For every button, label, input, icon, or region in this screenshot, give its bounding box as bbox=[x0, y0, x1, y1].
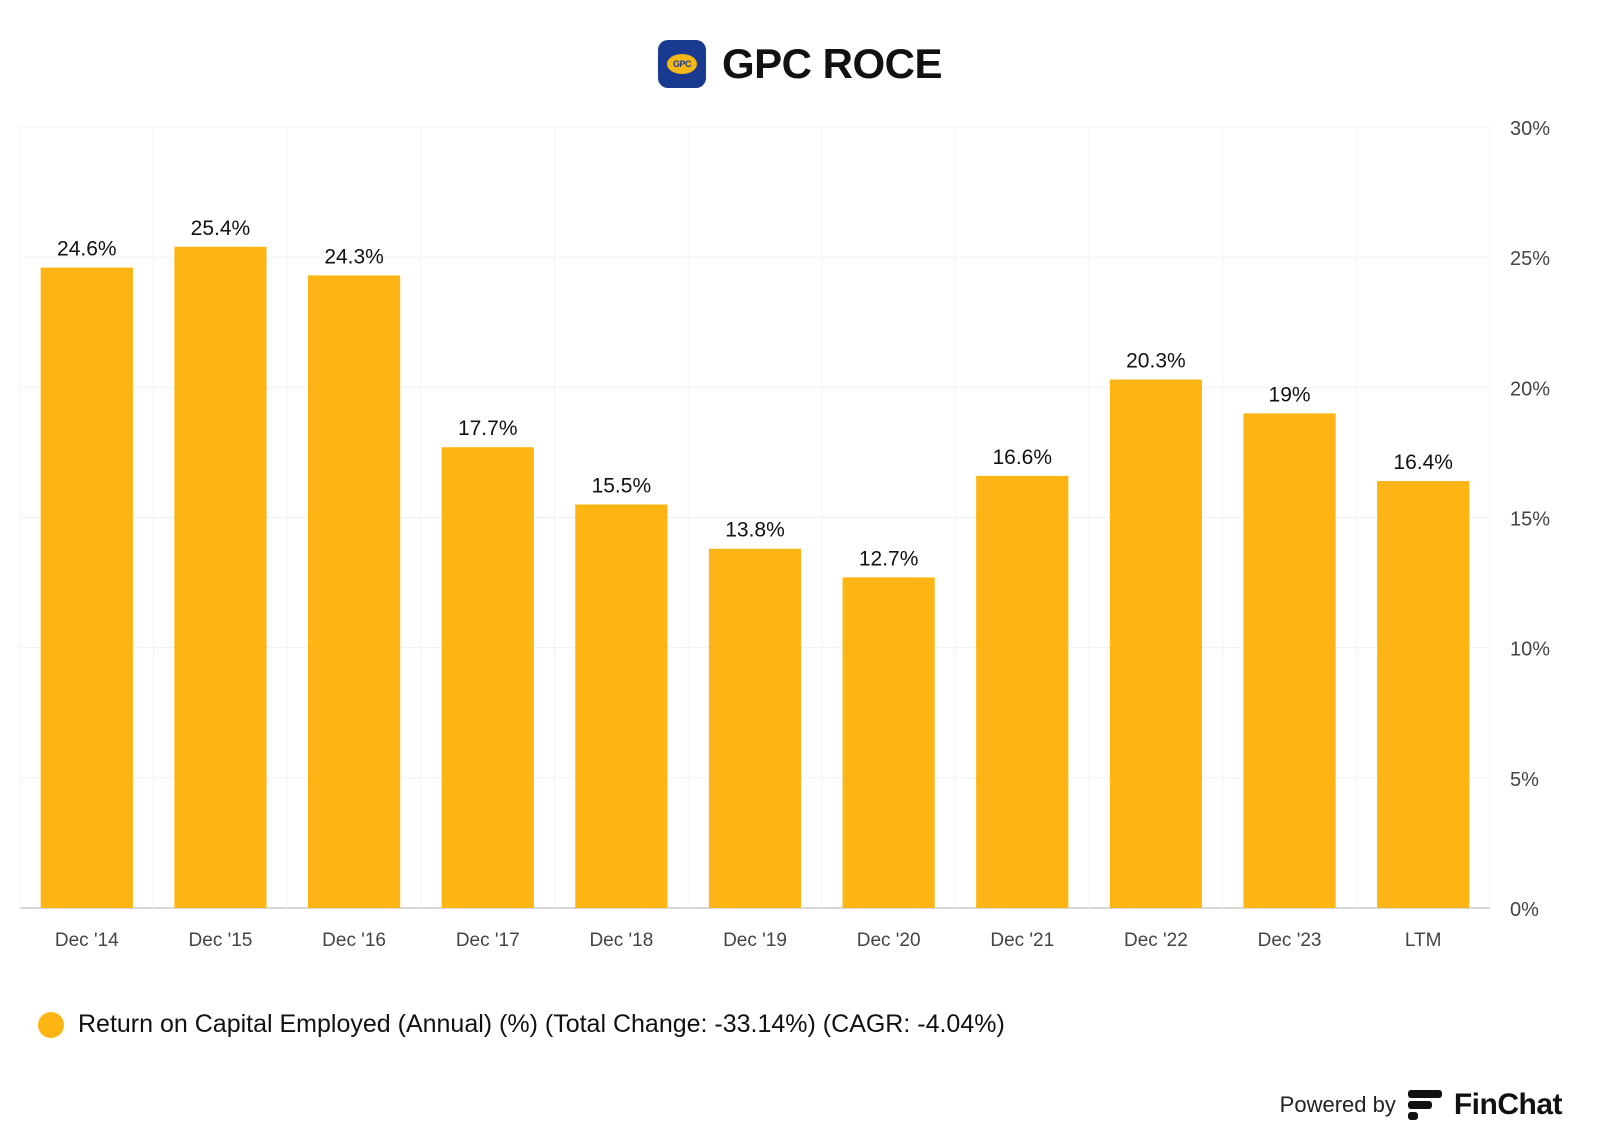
bar bbox=[1243, 413, 1336, 908]
data-label: 12.7% bbox=[859, 547, 919, 570]
bar bbox=[708, 548, 802, 908]
x-tick-label: Dec '23 bbox=[1258, 930, 1322, 951]
powered-by-label: Powered by bbox=[1279, 1092, 1396, 1117]
x-tick-label: Dec '16 bbox=[322, 930, 386, 951]
x-tick-label: Dec '18 bbox=[589, 930, 653, 951]
logo-badge: GPC bbox=[666, 54, 697, 74]
x-tick-label: Dec '14 bbox=[55, 930, 119, 951]
finchat-logo-icon bbox=[1407, 1090, 1442, 1120]
bar bbox=[976, 475, 1069, 908]
data-label: 13.8% bbox=[725, 519, 785, 542]
bar bbox=[174, 246, 267, 909]
bar bbox=[575, 504, 668, 908]
y-tick-label: 10% bbox=[1510, 639, 1550, 661]
bar bbox=[441, 447, 534, 908]
finchat-brand: FinChat bbox=[1453, 1088, 1563, 1121]
x-tick-label: Dec '15 bbox=[189, 930, 253, 951]
data-label: 20.3% bbox=[1126, 350, 1186, 373]
legend-label: Return on Capital Employed (Annual) (%) … bbox=[78, 1010, 1005, 1038]
bar bbox=[40, 267, 133, 909]
data-label: 19% bbox=[1269, 383, 1311, 406]
data-label: 24.3% bbox=[324, 245, 384, 268]
legend-swatch bbox=[38, 1011, 64, 1038]
bar-chart: 0% 5% 10% 15% 20% 25% 30% 24.6% Dec '14 25.4% Dec … bbox=[19, 118, 1550, 951]
legend: Return on Capital Employed (Annual) (%) … bbox=[38, 1010, 1005, 1039]
footer: Powered by FinChat bbox=[1279, 1088, 1563, 1122]
y-tick-label: 20% bbox=[1510, 378, 1550, 400]
y-tick-label: 25% bbox=[1510, 248, 1550, 270]
y-tick-label: 5% bbox=[1510, 769, 1539, 791]
chart-header: GPC GPC ROCE bbox=[0, 38, 1600, 90]
bar bbox=[1377, 481, 1470, 908]
bar bbox=[307, 275, 401, 908]
bar bbox=[842, 577, 935, 908]
y-tick-label: 30% bbox=[1510, 118, 1550, 140]
chart-title: GPC ROCE bbox=[721, 40, 943, 87]
y-tick-label: 15% bbox=[1510, 509, 1550, 531]
data-label: 17.7% bbox=[458, 417, 518, 440]
data-label: 25.4% bbox=[191, 217, 251, 240]
x-tick-label: Dec '19 bbox=[723, 930, 787, 951]
data-label: 15.5% bbox=[592, 474, 652, 497]
gpc-logo-icon: GPC bbox=[657, 40, 706, 88]
x-tick-label: Dec '22 bbox=[1124, 930, 1188, 951]
data-label: 24.6% bbox=[57, 238, 117, 261]
x-tick-label: Dec '20 bbox=[857, 930, 921, 951]
data-label: 16.6% bbox=[992, 446, 1052, 469]
bar bbox=[1109, 379, 1203, 909]
x-tick-label: LTM bbox=[1405, 930, 1442, 951]
data-label: 16.4% bbox=[1393, 451, 1453, 474]
y-tick-label: 0% bbox=[1510, 899, 1539, 921]
x-tick-label: Dec '21 bbox=[990, 930, 1054, 951]
x-tick-label: Dec '17 bbox=[456, 930, 520, 951]
